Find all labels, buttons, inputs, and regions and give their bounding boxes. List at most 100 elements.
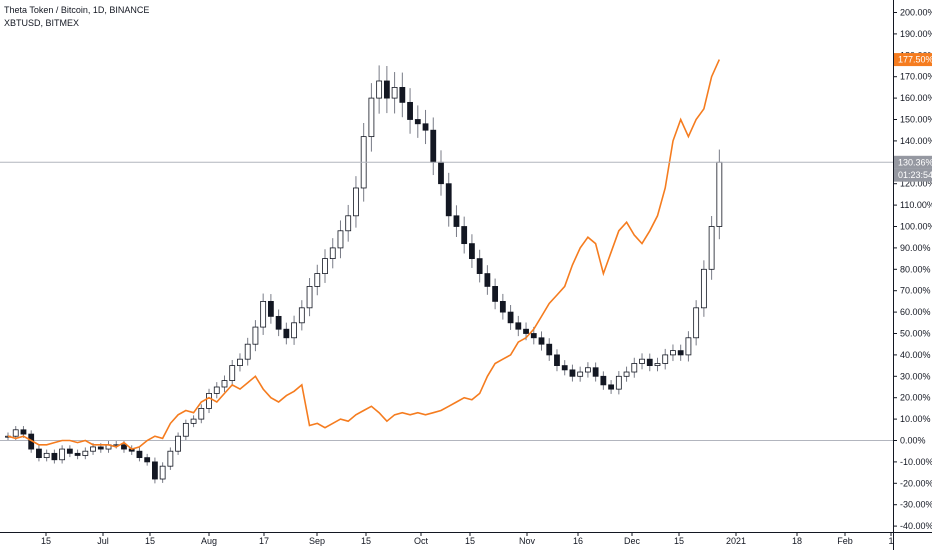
candle-body [654, 363, 661, 366]
candle-body [592, 367, 599, 377]
x-tick-label: Jul [97, 536, 109, 546]
x-axis-ticks[interactable]: 15 Jul 15 Aug 17 Sep 15 Oct 15 Nov 16 Dec 15 2021 18 Fe… [41, 532, 894, 546]
candle-body [175, 435, 182, 452]
candle-body [445, 183, 452, 217]
compare-price-badge: 177.50% [898, 55, 932, 65]
candle-body [12, 429, 19, 437]
y-tick-label: 10.00% [900, 414, 931, 424]
candle-body [600, 375, 607, 386]
candle-body [291, 322, 297, 339]
candle-body [283, 328, 290, 339]
y-tick-label: 140.00% [900, 136, 932, 146]
candle-body [677, 350, 684, 356]
candle-body [97, 446, 104, 450]
candle-body [252, 326, 259, 345]
candle-body [569, 369, 576, 377]
compare-line [7, 59, 721, 450]
candle-body [693, 307, 700, 339]
candle-body [523, 328, 529, 334]
price-badges: 177.50% 130.36% 01:23:54 [894, 53, 932, 182]
candle-body [700, 268, 707, 309]
candle-body [182, 422, 189, 437]
candle-body [376, 80, 383, 99]
y-tick-label: -10.00% [900, 457, 932, 467]
candle-body [20, 429, 27, 435]
y-tick-label: 150.00% [900, 115, 932, 125]
y-tick-label: 50.00% [900, 329, 931, 339]
candle-body [229, 365, 236, 381]
candle-body [461, 226, 468, 245]
x-tick-label: Oct [414, 536, 429, 546]
candle-body [43, 452, 50, 459]
candle-body [484, 273, 491, 287]
y-tick-label: -20.00% [900, 478, 932, 488]
candle-body [561, 365, 568, 371]
candle-body [422, 123, 429, 131]
candle-body [554, 354, 560, 366]
y-tick-label: 70.00% [900, 286, 931, 296]
x-tick-label: 1 [888, 536, 893, 546]
x-tick-label: 15 [145, 536, 155, 546]
candle-body [538, 337, 545, 345]
candle-body [198, 407, 205, 420]
candle-body [639, 358, 645, 364]
candle-body [36, 448, 42, 459]
candle-body [213, 386, 220, 394]
candle-body [623, 371, 630, 377]
candle-body [66, 448, 73, 454]
main-symbol-label[interactable]: Theta Token / Bitcoin, 1D, BINANCE [4, 5, 150, 15]
candle-body [260, 300, 267, 328]
countdown-badge: 01:23:54 [898, 170, 932, 180]
candle-body [74, 452, 81, 456]
x-tick-label: Aug [201, 536, 217, 546]
main-price-badge-bg [894, 155, 932, 169]
candle-body [90, 446, 96, 452]
x-tick-label: 15 [361, 536, 371, 546]
candle-body [507, 311, 514, 324]
y-tick-label: 110.00% [900, 200, 932, 210]
candle-body [237, 358, 243, 366]
candle-body [329, 247, 336, 259]
candle-body [646, 358, 653, 366]
candle-body [298, 307, 305, 324]
compare-line-series [7, 59, 721, 450]
x-tick-label: 15 [41, 536, 51, 546]
candle-body [345, 215, 352, 232]
x-tick-label: 17 [259, 536, 269, 546]
countdown-badge-bg [894, 168, 932, 182]
candle-body [631, 363, 638, 373]
candle-body [159, 465, 166, 480]
candle-body [267, 300, 274, 317]
candle-body [337, 230, 344, 249]
candle-body [546, 343, 553, 356]
candle-body [476, 258, 483, 274]
compare-price-badge-bg [894, 53, 932, 67]
candle-body [407, 101, 413, 120]
candle-body [499, 300, 506, 313]
candle-body [167, 450, 174, 467]
y-tick-label: 80.00% [900, 264, 931, 274]
y-axis-ticks[interactable]: 200.00%190.00%180.00%170.00%160.00%150.0… [893, 8, 932, 532]
candlestick-series [5, 65, 723, 484]
candle-body [399, 87, 406, 103]
candle-body [314, 273, 321, 287]
candle-body [391, 87, 398, 99]
x-tick-label: 18 [792, 536, 802, 546]
y-tick-label: 100.00% [900, 222, 932, 232]
x-tick-label: Feb [837, 536, 853, 546]
y-tick-label: 200.00% [900, 8, 932, 18]
compare-symbol-label[interactable]: XBTUSD, BITMEX [4, 18, 80, 28]
candle-body [368, 97, 375, 138]
candle-body [190, 418, 197, 424]
candle-body [469, 243, 475, 259]
y-tick-label: 40.00% [900, 350, 931, 360]
candle-body [152, 461, 158, 480]
candle-body [414, 119, 421, 125]
candle-body [608, 384, 614, 390]
candle-body [530, 333, 537, 339]
candle-body [306, 286, 313, 309]
y-tick-label: 0.00% [900, 436, 926, 446]
y-tick-label: 20.00% [900, 393, 931, 403]
